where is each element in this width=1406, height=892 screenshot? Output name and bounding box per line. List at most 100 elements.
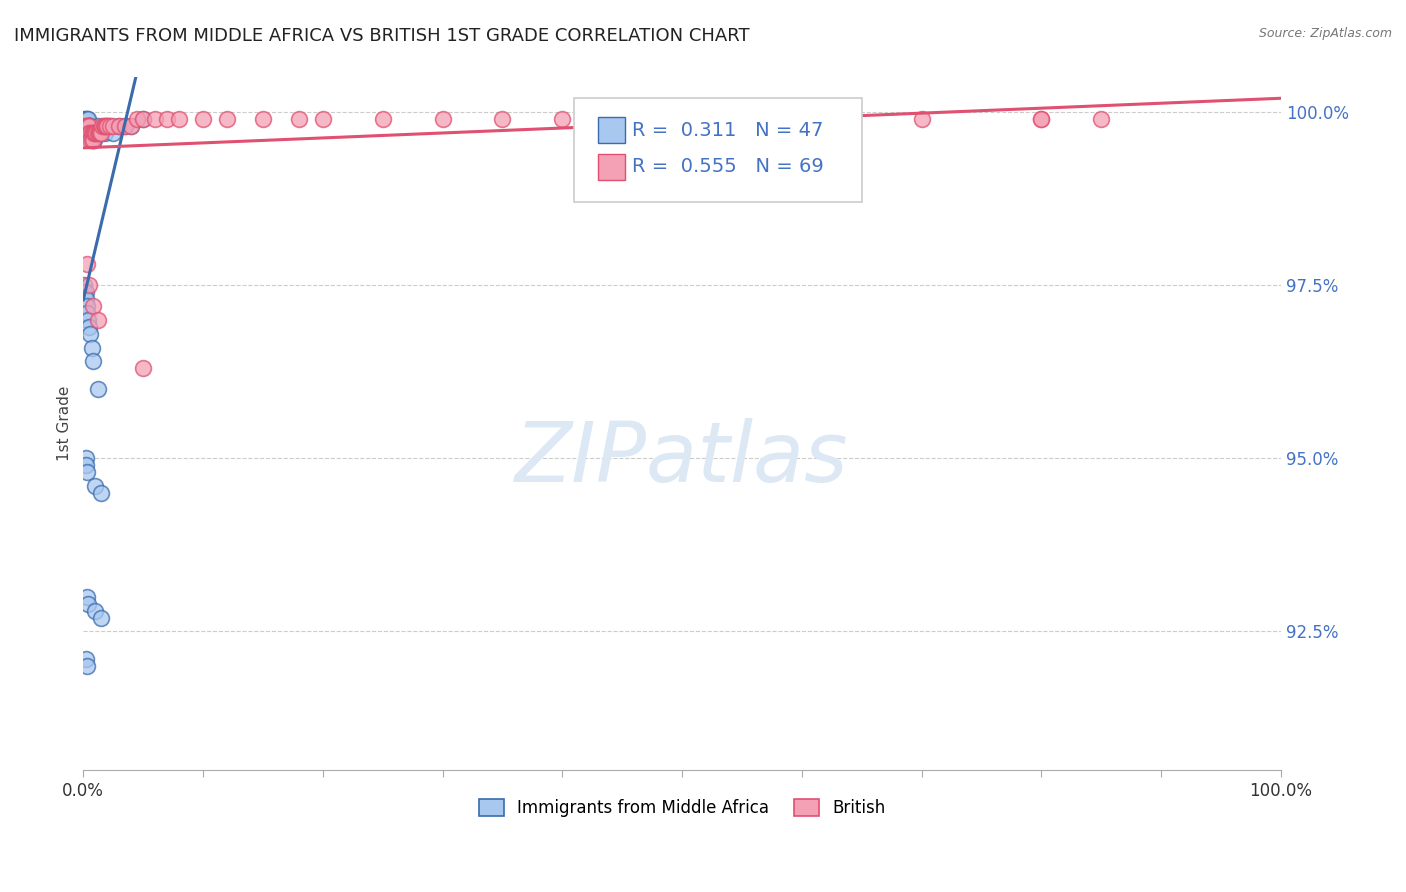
Point (91, 119, 114, 133)
Point (73, 285, 96, 300)
Point (132, 112, 155, 126)
Point (94, 119, 117, 133)
Point (80, 126, 103, 140)
Point (76, 590, 98, 604)
Point (671, 112, 693, 126)
Point (90, 126, 112, 140)
Point (108, 119, 131, 133)
Point (79, 133, 101, 147)
Point (77, 119, 100, 133)
Point (83, 126, 105, 140)
Point (82, 133, 104, 147)
Point (82, 354, 104, 368)
Point (132, 361, 155, 376)
Bar (599, 153, 624, 180)
Point (80, 126, 103, 140)
Point (551, 112, 574, 126)
Point (491, 112, 513, 126)
Point (73, 126, 96, 140)
Point (120, 119, 142, 133)
Point (73, 278, 96, 293)
Point (80, 341, 103, 355)
Point (73, 119, 96, 133)
Point (77, 119, 100, 133)
Point (114, 119, 136, 133)
Point (90, 126, 112, 140)
Text: R =  0.311   N = 47: R = 0.311 N = 47 (631, 120, 823, 139)
Point (77, 597, 100, 611)
Point (288, 112, 311, 126)
Point (87, 126, 110, 140)
Point (114, 119, 136, 133)
Point (252, 112, 274, 126)
Point (96, 119, 118, 133)
Point (75, 119, 97, 133)
Point (75, 652, 97, 666)
Point (1090, 112, 1112, 126)
Text: Source: ZipAtlas.com: Source: ZipAtlas.com (1258, 27, 1392, 40)
Point (80, 133, 103, 147)
Point (77, 126, 100, 140)
Point (432, 112, 454, 126)
Bar (599, 117, 624, 144)
Point (86, 126, 108, 140)
Point (371, 112, 394, 126)
Point (82, 126, 104, 140)
Point (86, 126, 108, 140)
Point (143, 112, 166, 126)
Point (94, 126, 117, 140)
Point (80, 126, 103, 140)
Point (73, 112, 96, 126)
Point (75, 292, 97, 306)
FancyBboxPatch shape (574, 98, 862, 202)
Point (312, 112, 335, 126)
Y-axis label: 1st Grade: 1st Grade (58, 386, 72, 461)
Point (191, 112, 214, 126)
Point (76, 119, 98, 133)
Point (75, 112, 97, 126)
Point (87, 126, 110, 140)
Text: ZIPatlas: ZIPatlas (516, 417, 849, 499)
Point (76, 659, 98, 673)
Point (103, 119, 125, 133)
Point (89, 126, 111, 140)
Point (76, 257, 98, 271)
Point (77, 313, 100, 327)
Text: IMMIGRANTS FROM MIDDLE AFRICA VS BRITISH 1ST GRADE CORRELATION CHART: IMMIGRANTS FROM MIDDLE AFRICA VS BRITISH… (14, 27, 749, 45)
Point (79, 119, 101, 133)
Point (103, 126, 125, 140)
Point (75, 285, 97, 300)
Point (90, 610, 112, 624)
Point (75, 126, 97, 140)
Point (127, 112, 149, 126)
Point (98, 119, 121, 133)
Point (82, 133, 104, 147)
Point (76, 112, 98, 126)
Point (86, 119, 108, 133)
Point (83, 126, 105, 140)
Point (76, 306, 98, 320)
Point (96, 119, 118, 133)
Point (84, 604, 107, 618)
Point (76, 119, 98, 133)
Point (94, 119, 117, 133)
Point (77, 119, 100, 133)
Point (98, 119, 121, 133)
Point (108, 119, 131, 133)
Point (77, 278, 100, 293)
Point (77, 112, 100, 126)
Point (215, 112, 238, 126)
Point (79, 126, 101, 140)
Point (75, 458, 97, 473)
Point (86, 382, 108, 396)
Point (84, 126, 107, 140)
Point (86, 313, 108, 327)
Point (1031, 112, 1053, 126)
Point (120, 119, 142, 133)
Point (84, 479, 107, 493)
Point (86, 126, 108, 140)
Point (82, 299, 104, 313)
Point (156, 112, 179, 126)
Point (84, 126, 107, 140)
Point (77, 119, 100, 133)
